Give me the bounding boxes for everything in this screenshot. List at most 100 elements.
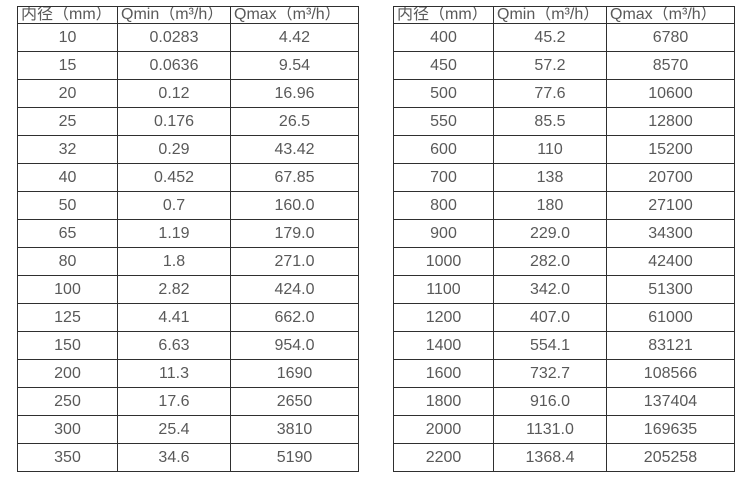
table-cell: 229.0 xyxy=(493,219,607,248)
table-cell: 0.452 xyxy=(117,163,231,192)
table-cell: 0.0636 xyxy=(117,51,231,80)
table-cell: 0.12 xyxy=(117,79,231,108)
table-cell: 83121 xyxy=(606,331,735,360)
column-header-qmin: Qmin（m³/h） xyxy=(117,6,231,24)
table-cell: 1800 xyxy=(393,387,494,416)
table-cell: 5190 xyxy=(230,443,359,472)
table-cell: 2.82 xyxy=(117,275,231,304)
table-cell: 61000 xyxy=(606,303,735,332)
table-cell: 1100 xyxy=(393,275,494,304)
column-header-qmax: Qmax（m³/h） xyxy=(230,6,359,24)
table-cell: 2650 xyxy=(230,387,359,416)
table-cell: 450 xyxy=(393,51,494,80)
table-cell: 32 xyxy=(17,135,118,164)
table-row: 20 0.12 16.96 xyxy=(17,79,359,108)
table-cell: 350 xyxy=(17,443,118,472)
table-cell: 271.0 xyxy=(230,247,359,276)
table-cell: 9.54 xyxy=(230,51,359,80)
table-cell: 424.0 xyxy=(230,275,359,304)
table-row: 550 85.5 12800 xyxy=(393,107,735,136)
table-row: 40 0.452 67.85 xyxy=(17,163,359,192)
table-cell: 20700 xyxy=(606,163,735,192)
table-cell: 1600 xyxy=(393,359,494,388)
table-cell: 43.42 xyxy=(230,135,359,164)
table-row: 450 57.2 8570 xyxy=(393,51,735,80)
table-cell: 4.41 xyxy=(117,303,231,332)
table-row: 1800 916.0 137404 xyxy=(393,387,735,416)
table-row: 400 45.2 6780 xyxy=(393,23,735,52)
table-cell: 954.0 xyxy=(230,331,359,360)
table-row: 150 6.63 954.0 xyxy=(17,331,359,360)
table-cell: 1690 xyxy=(230,359,359,388)
table-cell: 67.85 xyxy=(230,163,359,192)
table-row: 15 0.0636 9.54 xyxy=(17,51,359,80)
table-cell: 732.7 xyxy=(493,359,607,388)
table-row: 100 2.82 424.0 xyxy=(17,275,359,304)
table-row: 1200 407.0 61000 xyxy=(393,303,735,332)
table-cell: 8570 xyxy=(606,51,735,80)
table-row: 300 25.4 3810 xyxy=(17,415,359,444)
table-cell: 25.4 xyxy=(117,415,231,444)
table-cell: 1000 xyxy=(393,247,494,276)
flow-table-large-diameters: 内径（mm） Qmin（m³/h） Qmax（m³/h） 400 45.2 6780… xyxy=(393,6,735,472)
table-cell: 27100 xyxy=(606,191,735,220)
table-cell: 15200 xyxy=(606,135,735,164)
table-cell: 250 xyxy=(17,387,118,416)
table-cell: 20 xyxy=(17,79,118,108)
table-row: 10 0.0283 4.42 xyxy=(17,23,359,52)
table-cell: 108566 xyxy=(606,359,735,388)
table-row: 700 138 20700 xyxy=(393,163,735,192)
table-cell: 110 xyxy=(493,135,607,164)
table-cell: 77.6 xyxy=(493,79,607,108)
table-row: 800 180 27100 xyxy=(393,191,735,220)
table-row: 125 4.41 662.0 xyxy=(17,303,359,332)
table-cell: 17.6 xyxy=(117,387,231,416)
table-cell: 6.63 xyxy=(117,331,231,360)
table-cell: 916.0 xyxy=(493,387,607,416)
table-cell: 342.0 xyxy=(493,275,607,304)
table-cell: 57.2 xyxy=(493,51,607,80)
table-cell: 138 xyxy=(493,163,607,192)
table-cell: 1.8 xyxy=(117,247,231,276)
table-cell: 0.176 xyxy=(117,107,231,136)
table-cell: 179.0 xyxy=(230,219,359,248)
table-cell: 0.29 xyxy=(117,135,231,164)
table-cell: 1368.4 xyxy=(493,443,607,472)
table-cell: 10 xyxy=(17,23,118,52)
table-row: 2000 1131.0 169635 xyxy=(393,415,735,444)
table-cell: 51300 xyxy=(606,275,735,304)
table-row: 1600 732.7 108566 xyxy=(393,359,735,388)
table-row: 350 34.6 5190 xyxy=(17,443,359,472)
tables-container: 内径（mm） Qmin（m³/h） Qmax（m³/h） 10 0.0283 4.4… xyxy=(17,6,735,472)
table-cell: 150 xyxy=(17,331,118,360)
table-row: 65 1.19 179.0 xyxy=(17,219,359,248)
table-cell: 700 xyxy=(393,163,494,192)
table-cell: 26.5 xyxy=(230,107,359,136)
table-cell: 12800 xyxy=(606,107,735,136)
table-cell: 40 xyxy=(17,163,118,192)
table-cell: 200 xyxy=(17,359,118,388)
table-row: 250 17.6 2650 xyxy=(17,387,359,416)
header-row: 内径（mm） Qmin（m³/h） Qmax（m³/h） xyxy=(393,6,735,24)
table-row: 1400 554.1 83121 xyxy=(393,331,735,360)
table-cell: 205258 xyxy=(606,443,735,472)
table-cell: 80 xyxy=(17,247,118,276)
table-cell: 1131.0 xyxy=(493,415,607,444)
table-cell: 1.19 xyxy=(117,219,231,248)
table-row: 2200 1368.4 205258 xyxy=(393,443,735,472)
table-row: 500 77.6 10600 xyxy=(393,79,735,108)
table-row: 80 1.8 271.0 xyxy=(17,247,359,276)
table-cell: 125 xyxy=(17,303,118,332)
table-cell: 900 xyxy=(393,219,494,248)
table-cell: 169635 xyxy=(606,415,735,444)
table-cell: 550 xyxy=(393,107,494,136)
table-cell: 1200 xyxy=(393,303,494,332)
table-cell: 0.0283 xyxy=(117,23,231,52)
table-cell: 407.0 xyxy=(493,303,607,332)
header-row: 内径（mm） Qmin（m³/h） Qmax（m³/h） xyxy=(17,6,359,24)
table-cell: 42400 xyxy=(606,247,735,276)
table-cell: 600 xyxy=(393,135,494,164)
table-row: 200 11.3 1690 xyxy=(17,359,359,388)
table-body-large-diameters: 400 45.2 6780 450 57.2 8570 500 77.6 10600 550 85.… xyxy=(393,23,735,472)
table-cell: 2000 xyxy=(393,415,494,444)
